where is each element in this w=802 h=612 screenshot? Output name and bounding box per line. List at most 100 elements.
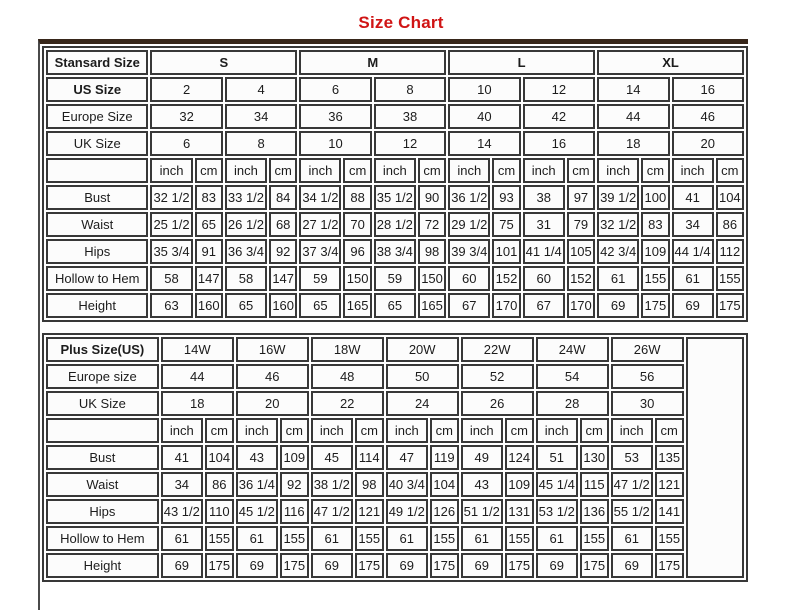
measure-value-cell: 155 [715,266,744,291]
measure-value-cell: 67 [448,293,491,318]
unit-inch-cell: inch [235,418,278,443]
unit-cm-cell: cm [654,418,684,443]
size-value-cell: 28 [535,391,609,416]
size-value-cell: 56 [610,364,684,389]
unit-inch-cell: inch [448,158,491,183]
size-value-cell: 14 [597,77,670,102]
measure-value-cell: 70 [343,212,372,237]
measure-value-cell: 53 [610,445,653,470]
unit-inch-cell: inch [385,418,428,443]
measure-value-cell: 69 [597,293,640,318]
measure-value-cell: 61 [535,526,578,551]
row-label-cell: Europe Size [46,104,149,129]
size-value-cell: 6 [150,131,223,156]
page-title: Size Chart [358,13,444,32]
measure-value-cell: 100 [641,185,670,210]
measure-value-cell: 86 [204,472,234,497]
measure-value-cell: 69 [235,553,278,578]
unit-inch-cell: inch [522,158,565,183]
measure-value-cell: 27 1/2 [299,212,342,237]
measure-value-cell: 61 [310,526,353,551]
measure-value-cell: 98 [354,472,384,497]
size-header-cell: 22W [460,337,534,362]
measure-value-cell: 39 1/2 [597,185,640,210]
measure-value-cell: 34 1/2 [299,185,342,210]
measure-value-cell: 152 [566,266,596,291]
unit-inch-cell: inch [299,158,342,183]
measure-value-cell: 61 [385,526,428,551]
row-label-cell: US Size [46,77,149,102]
unit-cm-cell: cm [417,158,447,183]
measure-label-cell: Waist [46,472,159,497]
measure-value-cell: 68 [269,212,298,237]
size-value-cell: 20 [671,131,744,156]
unit-inch-cell: inch [460,418,503,443]
measure-value-cell: 175 [504,553,534,578]
measure-value-cell: 41 [671,185,714,210]
measure-value-cell: 39 3/4 [448,239,491,264]
measure-value-cell: 155 [654,526,684,551]
row-label-cell: UK Size [46,391,159,416]
measure-value-cell: 116 [279,499,309,524]
unit-inch-cell: inch [597,158,640,183]
measure-value-cell: 61 [460,526,503,551]
measure-value-cell: 58 [224,266,268,291]
size-value-cell: 14 [448,131,521,156]
unit-inch-cell: inch [610,418,653,443]
measure-value-cell: 155 [641,266,670,291]
measure-value-cell: 38 1/2 [310,472,353,497]
measure-value-cell: 37 3/4 [299,239,342,264]
size-value-cell: 12 [522,77,596,102]
measure-value-cell: 58 [150,266,193,291]
unit-inch-cell: inch [160,418,203,443]
measure-label-cell: Height [46,553,159,578]
measure-label-cell: Hips [46,499,159,524]
size-value-cell: 38 [373,104,447,129]
size-value-cell: 44 [160,364,234,389]
unit-cm-cell: cm [269,158,298,183]
size-value-cell: 52 [460,364,534,389]
measure-value-cell: 63 [150,293,193,318]
unit-cm-cell: cm [343,158,372,183]
size-value-cell: 16 [522,131,596,156]
measure-value-cell: 51 [535,445,578,470]
measure-value-cell: 65 [224,293,268,318]
measure-value-cell: 61 [597,266,640,291]
unit-inch-cell: inch [535,418,578,443]
measure-value-cell: 51 1/2 [460,499,503,524]
measure-value-cell: 69 [160,553,203,578]
measure-label-cell: Height [46,293,149,318]
measure-value-cell: 109 [504,472,534,497]
row-label-cell: UK Size [46,131,149,156]
measure-value-cell: 53 1/2 [535,499,578,524]
measure-value-cell: 65 [299,293,342,318]
size-value-cell: 4 [224,77,298,102]
measure-value-cell: 96 [343,239,372,264]
measure-value-cell: 155 [504,526,534,551]
measure-value-cell: 72 [417,212,447,237]
unit-cm-cell: cm [641,158,670,183]
size-value-cell: 30 [610,391,684,416]
size-value-cell: 42 [522,104,596,129]
measure-value-cell: 92 [269,239,298,264]
measure-value-cell: 55 1/2 [610,499,653,524]
measure-value-cell: 124 [504,445,534,470]
measure-value-cell: 60 [522,266,565,291]
measure-value-cell: 98 [417,239,447,264]
measure-value-cell: 49 [460,445,503,470]
measure-value-cell: 152 [492,266,521,291]
size-value-cell: 22 [310,391,384,416]
measure-value-cell: 97 [566,185,596,210]
measure-value-cell: 41 1/4 [522,239,565,264]
size-value-cell: 18 [160,391,234,416]
measure-value-cell: 61 [671,266,714,291]
unit-inch-cell: inch [310,418,353,443]
measure-value-cell: 121 [354,499,384,524]
size-value-cell: 34 [224,104,298,129]
measure-value-cell: 175 [654,553,684,578]
measure-value-cell: 141 [654,499,684,524]
measure-value-cell: 40 3/4 [385,472,428,497]
size-value-cell: 46 [671,104,744,129]
measure-value-cell: 109 [279,445,309,470]
